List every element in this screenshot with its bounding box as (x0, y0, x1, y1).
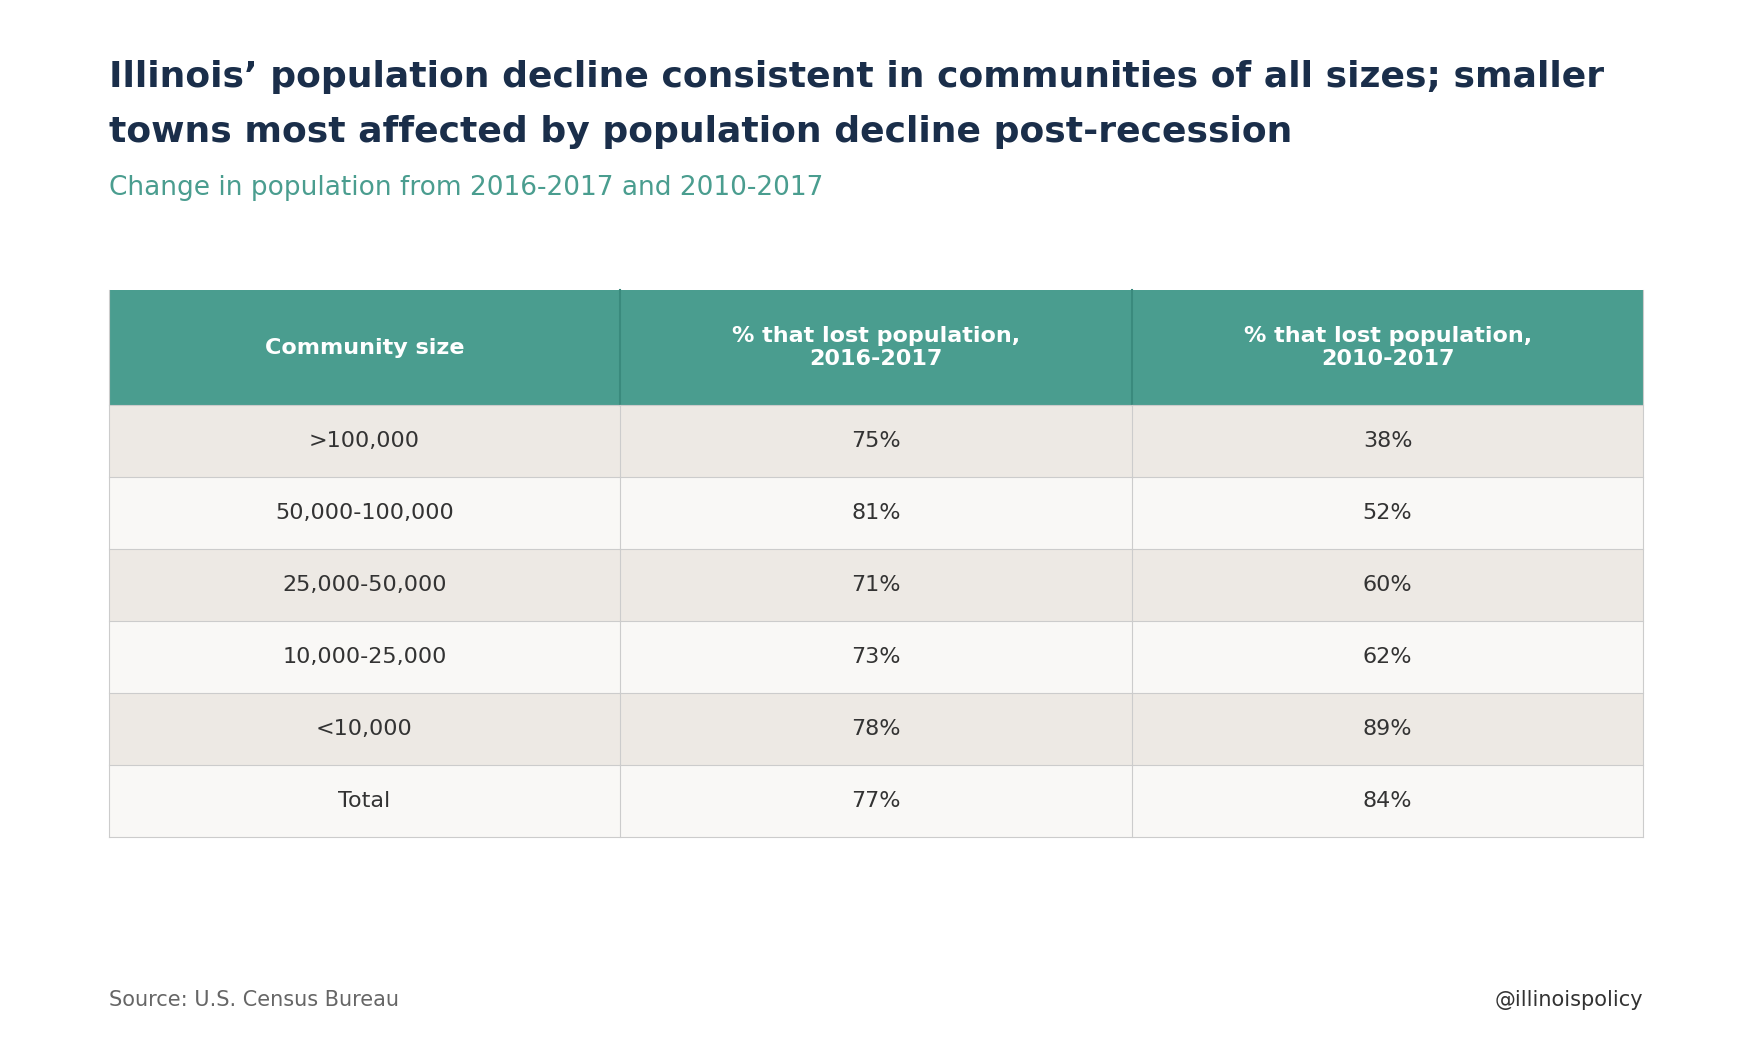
Text: % that lost population,
2010-2017: % that lost population, 2010-2017 (1244, 326, 1531, 369)
Text: 60%: 60% (1363, 575, 1412, 596)
Text: Total: Total (338, 790, 391, 811)
Text: >100,000: >100,000 (308, 431, 420, 451)
Text: 62%: 62% (1363, 647, 1412, 667)
Bar (109, 549, 1643, 621)
Text: Community size: Community size (265, 337, 464, 357)
Text: % that lost population,
2016-2017: % that lost population, 2016-2017 (732, 326, 1020, 369)
Bar (109, 621, 1643, 692)
Bar (109, 692, 1643, 765)
Bar (109, 405, 1643, 477)
Text: 84%: 84% (1363, 790, 1412, 811)
Bar (109, 477, 1643, 549)
Text: 81%: 81% (851, 503, 901, 523)
Bar (109, 290, 1643, 405)
Bar (109, 765, 1643, 837)
Text: Change in population from 2016-2017 and 2010-2017: Change in population from 2016-2017 and … (109, 175, 823, 201)
Text: <10,000: <10,000 (315, 719, 413, 739)
Text: Source: U.S. Census Bureau: Source: U.S. Census Bureau (109, 990, 399, 1010)
Text: towns most affected by population decline post-recession: towns most affected by population declin… (109, 115, 1291, 149)
Text: 38%: 38% (1363, 431, 1412, 451)
Text: 78%: 78% (851, 719, 901, 739)
Text: 10,000-25,000: 10,000-25,000 (282, 647, 447, 667)
Text: @illinoispolicy: @illinoispolicy (1494, 990, 1643, 1010)
Text: 71%: 71% (851, 575, 901, 596)
Text: 77%: 77% (851, 790, 901, 811)
Text: 50,000-100,000: 50,000-100,000 (275, 503, 454, 523)
Text: 73%: 73% (851, 647, 901, 667)
Text: 89%: 89% (1363, 719, 1412, 739)
Text: 75%: 75% (851, 431, 901, 451)
Text: 52%: 52% (1363, 503, 1412, 523)
Text: 25,000-50,000: 25,000-50,000 (282, 575, 447, 596)
Text: Illinois’ population decline consistent in communities of all sizes; smaller: Illinois’ population decline consistent … (109, 60, 1603, 94)
